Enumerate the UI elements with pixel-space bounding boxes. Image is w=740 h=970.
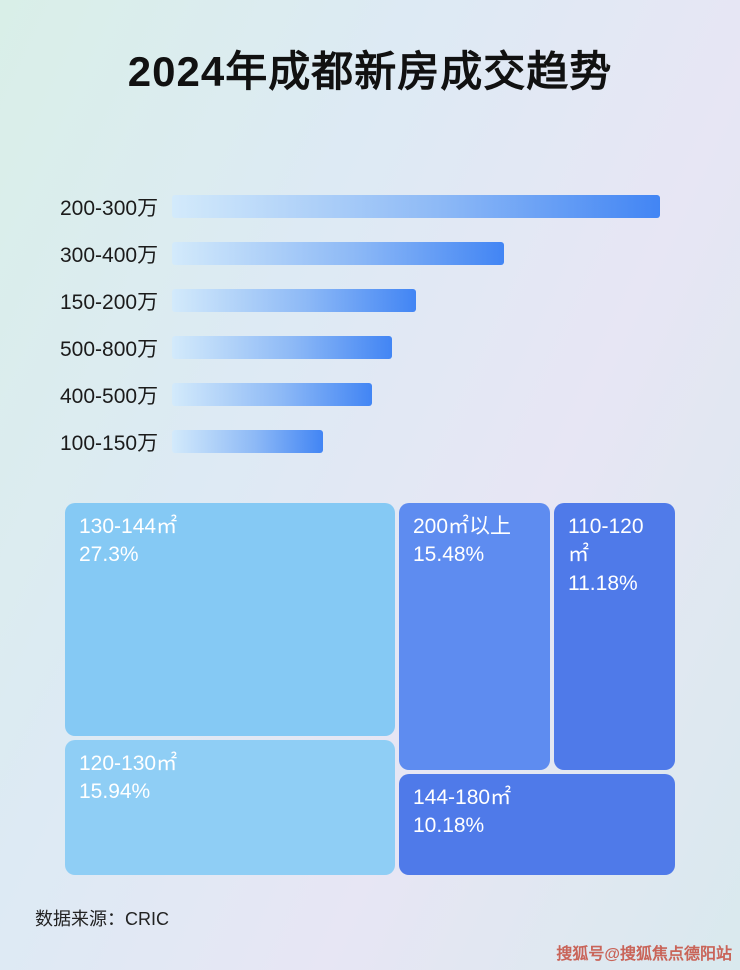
bar-row: 400-500万: [60, 371, 660, 418]
watermark: 搜狐号@搜狐焦点德阳站: [556, 946, 732, 963]
treemap-block-200-plus: 200㎡以上 15.48%: [399, 503, 550, 770]
treemap-block-120-130: 120-130㎡ 15.94%: [65, 740, 395, 875]
bar-track: [172, 289, 660, 312]
bar-fill: [172, 430, 324, 453]
bar-category-label: 100-150万: [60, 431, 159, 455]
treemap-block-label: 130-144㎡: [79, 515, 178, 538]
treemap-block-percent: 15.48%: [413, 543, 485, 567]
bar-fill: [172, 195, 660, 218]
page-title: 2024年成都新房成交趋势: [127, 48, 613, 95]
bar-fill: [172, 242, 504, 265]
treemap-block-percent: 27.3%: [79, 543, 139, 567]
bar-row: 100-150万: [60, 418, 660, 465]
bar-track: [172, 383, 660, 406]
price-bar-chart: 200-300万 300-400万 150-200万 500-800万 400-: [0, 183, 740, 465]
treemap-block-label: 120-130㎡: [79, 752, 178, 775]
treemap-block-110-120: 110-120㎡ 11.18%: [554, 503, 675, 770]
treemap-block-144-180: 144-180㎡ 10.18%: [399, 774, 675, 875]
area-treemap: 130-144㎡ 27.3% 200㎡以上 15.48% 110-120㎡ 11…: [65, 503, 675, 875]
bar-row: 500-800万: [60, 324, 660, 371]
treemap-block-label: 200㎡以上: [413, 515, 512, 538]
treemap-block-percent: 15.94%: [79, 780, 151, 804]
bar-row: 300-400万: [60, 230, 660, 277]
bar-row: 150-200万: [60, 277, 660, 324]
bar-category-label: 300-400万: [60, 243, 159, 267]
bar-track: [172, 336, 660, 359]
bar-track: [172, 242, 660, 265]
bar-category-label: 150-200万: [60, 290, 159, 314]
treemap-block-130-144: 130-144㎡ 27.3%: [65, 503, 395, 736]
treemap-block-label: 110-120㎡: [568, 515, 644, 567]
treemap-block-label: 144-180㎡: [413, 786, 512, 809]
data-source-note: 数据来源：CRIC: [35, 909, 169, 929]
bar-track: [172, 430, 660, 453]
bar-category-label: 500-800万: [60, 337, 159, 361]
treemap-block-percent: 10.18%: [413, 814, 485, 838]
bar-category-label: 400-500万: [60, 384, 159, 408]
bar-fill: [172, 289, 416, 312]
bar-fill: [172, 383, 373, 406]
treemap-block-percent: 11.18%: [568, 571, 638, 595]
bar-track: [172, 195, 660, 218]
bar-fill: [172, 336, 392, 359]
bar-category-label: 200-300万: [60, 196, 159, 220]
bar-row: 200-300万: [60, 183, 660, 230]
